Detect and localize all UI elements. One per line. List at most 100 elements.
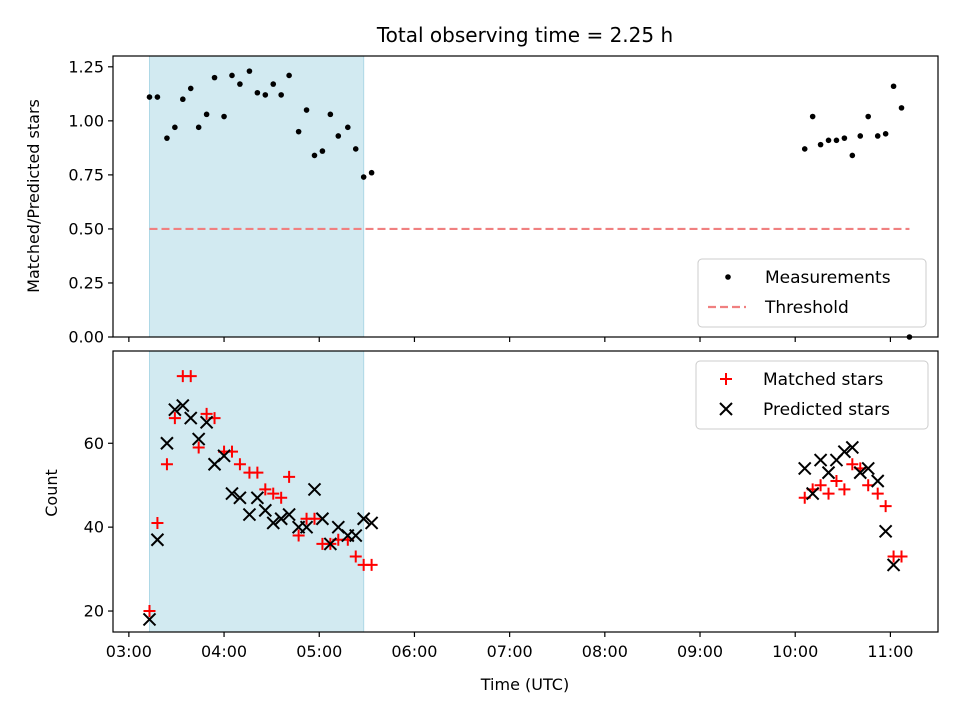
data-point (168, 403, 182, 417)
data-point (295, 128, 302, 135)
data-point (146, 94, 153, 100)
y-tick-label: 0.00 (68, 328, 104, 347)
data-point (259, 483, 272, 496)
data-point (278, 92, 284, 98)
y-tick-label: 0.25 (68, 273, 104, 292)
data-point (254, 89, 261, 96)
y-tick-label: 40 (84, 518, 104, 537)
y-tick-label: 60 (84, 434, 104, 453)
data-point (142, 612, 157, 627)
x-axis-label: Time (UTC) (480, 675, 569, 694)
legend-label: Predicted stars (763, 400, 890, 420)
legend-label: Matched stars (763, 370, 883, 390)
data-point (303, 107, 310, 113)
data-point (187, 85, 194, 92)
data-point (865, 113, 871, 120)
data-point (292, 529, 305, 542)
data-point (849, 152, 856, 159)
data-point (364, 516, 379, 530)
data-point (251, 466, 264, 479)
legend-label: Threshold (764, 298, 849, 318)
data-point (233, 491, 247, 505)
data-point (817, 141, 824, 148)
data-point (270, 81, 277, 87)
data-point (282, 507, 296, 522)
data-point (172, 124, 178, 131)
data-point (352, 146, 359, 152)
x-tick-label: 06:00 (391, 642, 437, 661)
top-y-axis-label: Matched/Predicted stars (24, 99, 43, 293)
data-point (368, 169, 375, 176)
data-point (895, 550, 908, 563)
data-point (267, 487, 280, 500)
data-point (184, 370, 197, 383)
data-point (237, 81, 243, 87)
data-point (266, 516, 280, 530)
data-point (801, 146, 808, 152)
data-point (837, 444, 852, 459)
legend: Matched stars Predicted stars (695, 360, 929, 430)
data-point (274, 512, 288, 526)
x-tick-label: 03:00 (106, 642, 152, 661)
data-point (845, 440, 860, 455)
chart-title: Total observing time = 2.25 h (376, 23, 673, 47)
x-tick-label: 05:00 (296, 642, 342, 661)
data-point (168, 412, 181, 425)
data-point (805, 486, 820, 501)
data-point (857, 133, 864, 139)
data-point (150, 533, 165, 547)
bottom-panel: 20 40 60 03:00 04:00 05:00 06:00 07:00 08:00 09:0… (84, 350, 939, 661)
data-point (286, 72, 292, 79)
data-point (882, 131, 889, 137)
y-tick-label: 1.00 (68, 111, 104, 130)
x-tick-label: 09:00 (677, 642, 723, 661)
legend-marker (720, 373, 732, 385)
data-point (349, 528, 363, 543)
legend-marker (719, 402, 733, 416)
series-x (142, 398, 901, 627)
data-point (199, 415, 214, 430)
observing-interval-shade (148, 55, 365, 338)
data-point (229, 72, 235, 79)
y-tick-label: 0.75 (68, 165, 104, 184)
data-point (327, 111, 334, 118)
data-point (319, 148, 326, 154)
data-point (879, 500, 892, 513)
data-point (822, 487, 835, 500)
data-point (200, 407, 213, 420)
data-point (821, 465, 836, 480)
x-tick-label: 07:00 (487, 642, 533, 661)
data-point (233, 458, 246, 471)
data-point (242, 507, 257, 522)
legend-box (697, 258, 927, 328)
data-point (853, 465, 867, 480)
data-point (833, 137, 840, 144)
data-point (846, 458, 859, 471)
y-tick-label: 1.25 (68, 57, 104, 76)
data-point (164, 135, 170, 141)
data-point (323, 537, 338, 551)
data-point (315, 512, 330, 526)
data-point (838, 483, 851, 496)
data-point (154, 94, 161, 100)
data-point (262, 92, 269, 98)
data-point (246, 68, 253, 74)
data-point (809, 113, 816, 120)
data-point (825, 137, 832, 144)
x-tick-label: 04:00 (201, 642, 247, 661)
data-point (365, 558, 378, 571)
data-point (283, 470, 296, 483)
data-point (211, 74, 218, 81)
data-point (176, 398, 190, 413)
data-point (871, 474, 885, 488)
data-point (225, 486, 239, 501)
bottom-y-axis-label: Count (42, 469, 61, 517)
plot-area (142, 370, 908, 627)
data-point (360, 174, 367, 180)
x-tick-label: 08:00 (582, 642, 628, 661)
y-tick-label: 20 (84, 602, 104, 621)
legend-box (695, 360, 929, 430)
data-point (195, 124, 202, 131)
data-point (830, 475, 843, 488)
